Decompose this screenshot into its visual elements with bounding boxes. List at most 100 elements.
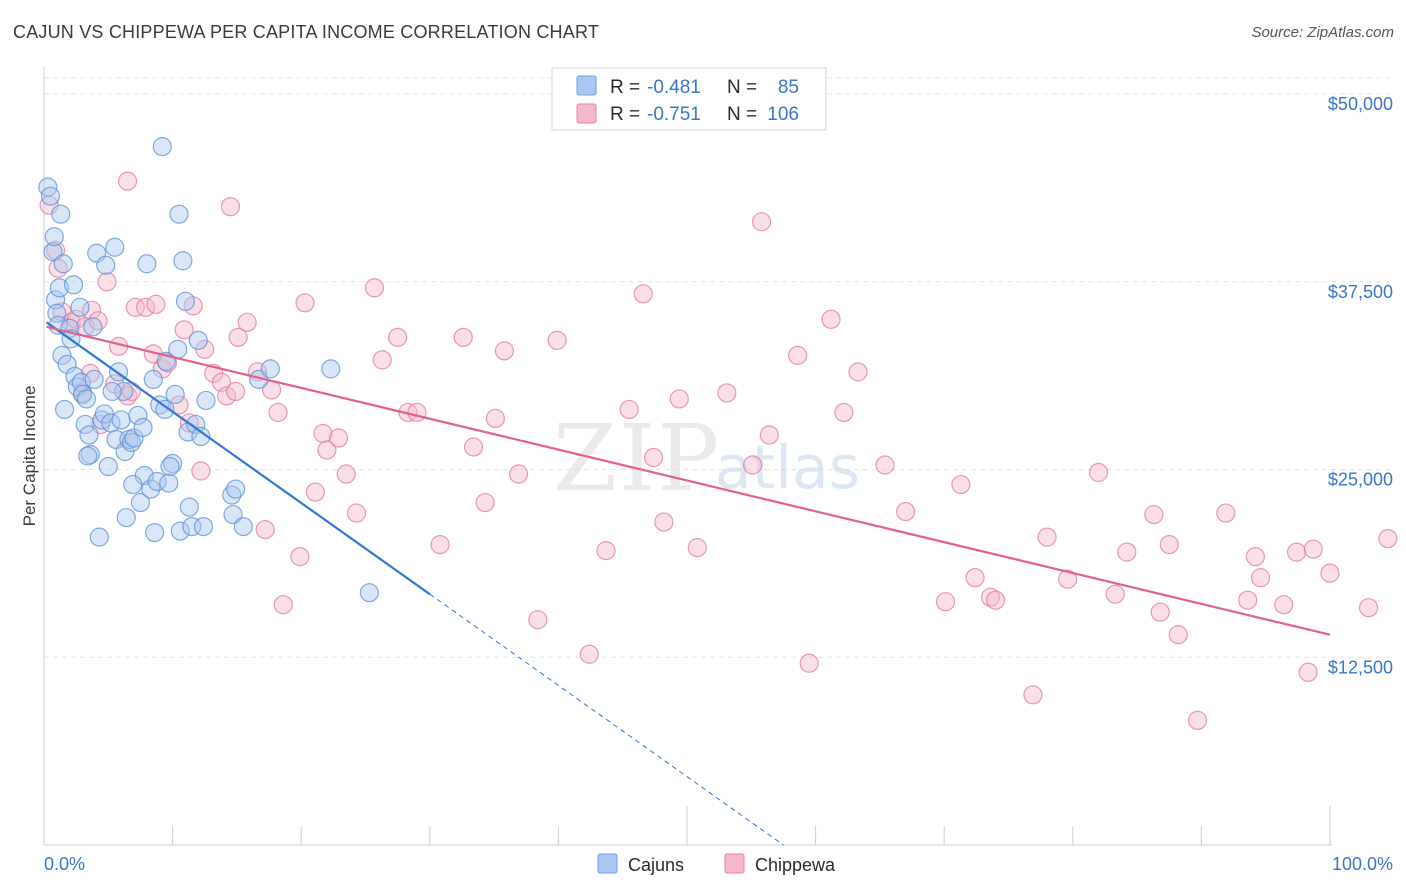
point-cajuns <box>159 473 179 493</box>
point-chippewa <box>453 327 473 347</box>
point-chippewa <box>81 300 102 320</box>
point-cajuns <box>63 275 84 295</box>
point-chippewa <box>1144 504 1164 525</box>
point-cajuns <box>79 425 99 445</box>
point-chippewa <box>643 447 664 468</box>
watermark: ZIP atlas <box>553 405 860 512</box>
watermark-zip: ZIP <box>553 405 721 512</box>
point-chippewa <box>1159 535 1179 555</box>
point-cajuns <box>196 390 216 411</box>
point-cajuns <box>40 186 61 206</box>
point-cajuns <box>321 359 341 379</box>
point-cajuns <box>83 317 103 337</box>
point-chippewa <box>1168 625 1188 645</box>
point-chippewa <box>146 294 166 314</box>
point-chippewa <box>751 212 772 232</box>
point-cajuns <box>186 414 206 435</box>
point-cajuns <box>53 254 73 274</box>
points-layer <box>38 137 1398 730</box>
point-chippewa <box>88 311 108 331</box>
legend-r-value-cajun: -0.481 <box>647 77 701 98</box>
legend-frame <box>551 67 827 131</box>
point-chippewa <box>1088 462 1109 483</box>
point-chippewa <box>191 461 211 481</box>
legend-n-label-cajun: N = <box>727 77 757 98</box>
point-cajuns <box>123 474 143 495</box>
point-chippewa <box>336 464 356 484</box>
point-cajuns <box>226 479 246 499</box>
point-chippewa <box>388 327 408 347</box>
point-cajuns <box>182 516 202 537</box>
point-cajuns <box>169 204 189 224</box>
point-chippewa <box>596 541 616 561</box>
point-chippewa <box>875 455 895 475</box>
point-chippewa <box>268 402 288 423</box>
point-chippewa <box>1150 602 1170 622</box>
point-chippewa <box>965 568 985 588</box>
point-chippewa <box>97 272 117 292</box>
point-chippewa <box>217 386 237 406</box>
trend-line-cajuns-extrapolated <box>429 593 784 846</box>
point-chippewa <box>759 425 779 445</box>
series-chippewa <box>39 171 1398 730</box>
point-chippewa <box>463 437 484 457</box>
bottom-legend-chippewa-swatch <box>724 853 745 874</box>
point-chippewa <box>742 455 763 475</box>
point-cajuns <box>89 527 109 547</box>
point-cajuns <box>152 137 172 157</box>
point-cajuns <box>102 381 122 402</box>
chart-title: CAJUN VS CHIPPEWA PER CAPITA INCOME CORR… <box>13 22 600 42</box>
point-chippewa <box>1117 542 1137 562</box>
point-cajuns <box>51 204 71 224</box>
point-chippewa <box>220 197 241 217</box>
point-cajuns <box>188 330 208 350</box>
point-chippewa <box>980 587 1001 607</box>
point-chippewa <box>295 293 315 313</box>
trend-line-chippewa <box>46 325 1331 636</box>
point-cajuns <box>233 516 253 537</box>
point-chippewa <box>633 284 653 304</box>
point-chippewa <box>1250 568 1271 588</box>
point-chippewa <box>255 519 275 540</box>
point-cajuns <box>359 583 379 603</box>
point-cajuns <box>52 345 72 365</box>
point-cajuns <box>143 369 163 390</box>
legend-r-label-chippewa: R = <box>610 104 640 125</box>
point-chippewa <box>951 474 971 495</box>
point-cajuns <box>111 410 131 430</box>
point-chippewa <box>935 592 956 612</box>
point-chippewa <box>1298 662 1318 682</box>
point-cajuns <box>179 497 199 517</box>
point-chippewa <box>407 402 427 423</box>
point-chippewa <box>430 535 450 555</box>
y-tick-label: $50,000 <box>1328 94 1393 114</box>
grid-layer <box>44 77 1392 658</box>
point-chippewa <box>821 309 841 329</box>
x-tick-label: 100.0% <box>1332 854 1393 874</box>
y-axis-title: Per Capita Income <box>20 386 39 527</box>
point-cajuns <box>191 426 211 447</box>
point-chippewa <box>372 350 392 370</box>
point-chippewa <box>1023 685 1043 705</box>
point-cajuns <box>44 227 64 247</box>
legend-n-value-cajun: 85 <box>778 77 799 98</box>
series-legend: Cajuns Chippewa <box>597 853 836 875</box>
legend-cajun-swatch <box>576 75 597 96</box>
point-chippewa <box>834 402 854 423</box>
point-chippewa <box>1286 542 1307 562</box>
point-chippewa <box>328 428 349 448</box>
point-chippewa <box>619 399 639 420</box>
point-cajuns <box>57 354 77 374</box>
trend-layer <box>45 321 1331 846</box>
point-cajuns <box>98 456 118 477</box>
point-chippewa <box>787 345 808 365</box>
point-chippewa <box>1037 527 1057 547</box>
point-chippewa <box>174 320 194 340</box>
point-chippewa <box>669 389 689 409</box>
point-cajuns <box>116 507 136 528</box>
point-chippewa <box>1274 595 1294 615</box>
y-tick-label: $25,000 <box>1328 470 1393 490</box>
point-chippewa <box>226 381 246 402</box>
tick-label-layer: $12,500 $25,000 $37,500 $50,000 0.0% 100.0% <box>44 94 1393 874</box>
legend-n-label-chippewa: N = <box>727 104 757 125</box>
